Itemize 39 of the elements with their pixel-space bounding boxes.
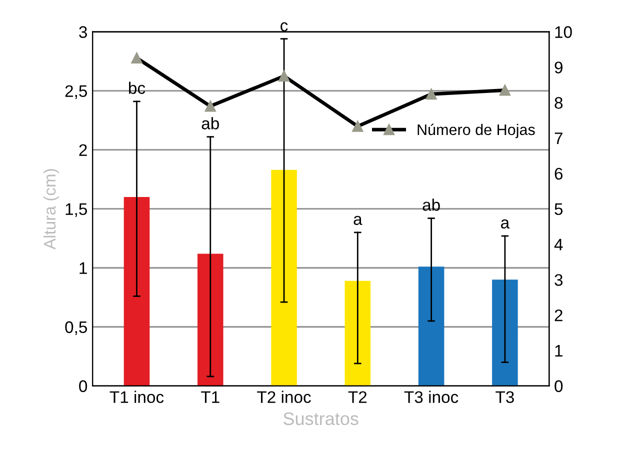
y2-tick-label: 10 (555, 26, 572, 38)
y2-tick-label: 0 (554, 380, 563, 392)
y-axis-title: Altura (cm) (43, 169, 59, 250)
x-tick-label: T3 (496, 391, 514, 404)
y2-tick-label: 8 (554, 97, 563, 109)
annotation: a (501, 219, 510, 229)
bar (492, 280, 518, 386)
y-tick-label: 0,5 (65, 321, 87, 336)
y2-tick-label: 9 (554, 62, 562, 74)
bar (124, 197, 150, 386)
y-tick-label: 3 (79, 26, 87, 38)
y-tick-label: 2 (79, 144, 87, 156)
y2-tick-label: 1 (555, 345, 562, 357)
y2-tick-label: 4 (554, 238, 563, 250)
bar (418, 266, 444, 386)
annotation: ab (422, 198, 440, 211)
annotation: a (354, 216, 362, 225)
y-tick-label: 1 (80, 262, 87, 274)
y2-tick-label: 5 (554, 203, 563, 216)
x-tick-label: T1 inoc (110, 390, 164, 404)
annotation: c (280, 22, 288, 32)
annotation: ab (202, 117, 219, 130)
x-axis-title: Sustratos (284, 412, 358, 426)
y-tick-label: 1,5 (66, 203, 87, 218)
y2-tick-label: 7 (554, 132, 562, 144)
bar (344, 280, 371, 386)
annotation: bc (129, 82, 146, 94)
x-tick-label: T1 (201, 391, 220, 403)
y2-tick-label: 3 (554, 274, 563, 286)
legend-label: Número de Hojas (418, 124, 535, 138)
bar (271, 170, 297, 386)
y-tick-label: 2,5 (65, 85, 87, 99)
x-tick-label: T2 inoc (257, 390, 311, 404)
x-tick-label: T2 (348, 391, 367, 403)
y2-tick-label: 6 (554, 168, 563, 180)
y2-tick-label: 2 (554, 309, 562, 322)
y-tick-label: 0 (79, 380, 88, 392)
x-tick-label: T3 inoc (404, 390, 458, 404)
bar (197, 254, 224, 386)
